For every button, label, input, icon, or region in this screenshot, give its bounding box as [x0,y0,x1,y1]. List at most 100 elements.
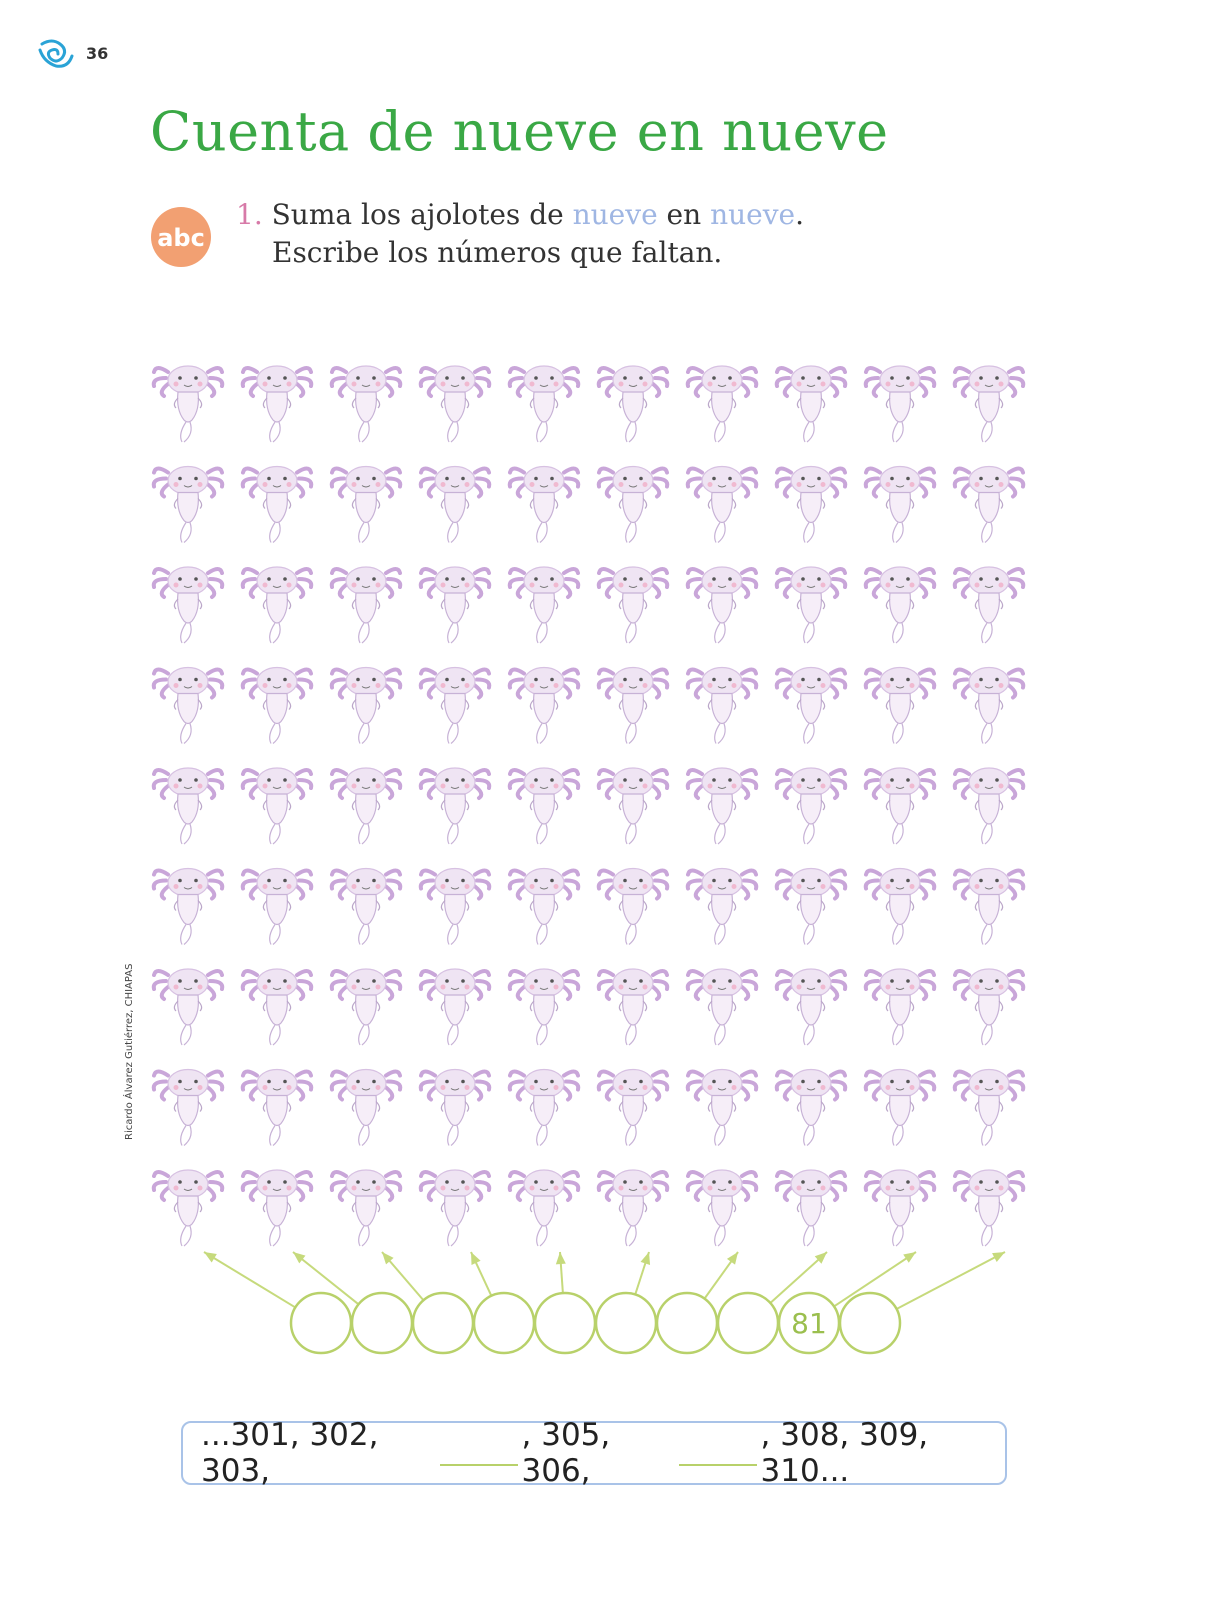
axolotl [418,665,492,746]
arrow-head [992,1252,1005,1263]
axolotl [329,1168,403,1248]
axolotl [863,967,937,1047]
axolotl [774,464,848,545]
axolotl [329,364,403,444]
axolotl [240,464,314,545]
axolotl [774,364,848,444]
sequence-blank-2[interactable] [679,1440,757,1466]
axolotl [151,665,225,746]
arrow-head [293,1252,306,1264]
axolotl [774,1067,848,1148]
arrow-line [896,1251,1006,1310]
sequence-part-3: , 308, 309, 310... [760,1417,929,1489]
axolotl [329,1067,403,1148]
axolotl [863,1067,937,1148]
axolotl [151,766,225,846]
axolotl [952,866,1026,947]
axolotl [863,565,937,645]
axolotl [774,766,848,846]
axolotl [329,665,403,746]
axolotl [329,967,403,1047]
instruction-text-2: en [666,198,702,231]
axolotl [685,866,759,947]
axolotl [863,1168,937,1248]
axolotl [685,464,759,545]
page-number: 36 [86,43,109,63]
axolotl [507,967,581,1047]
axolotl [596,1168,670,1248]
axolotl [596,364,670,444]
axolotl-grid: 81 [151,364,1026,1355]
axolotl [240,967,314,1047]
axolotl [151,1067,225,1148]
arrow-head [471,1252,481,1265]
axolotl [151,464,225,545]
answer-circle[interactable] [594,1291,658,1355]
axolotl [685,364,759,444]
number-sequence-box: ...301, 302, 303, , 305, 306, , 308, 309… [181,1417,1007,1489]
instruction: 1. Suma los ajolotes de nueve en nueve. … [236,196,804,272]
axolotl [863,464,937,545]
axolotl [240,866,314,947]
arrow-line [833,1251,917,1308]
arrow-line [292,1251,360,1306]
axolotl [240,565,314,645]
instruction-line-1: 1. Suma los ajolotes de nueve en nueve. [236,196,804,234]
abc-badge-icon: abc [151,207,211,267]
answer-circle[interactable] [289,1291,353,1355]
answer-circle[interactable] [533,1291,597,1355]
axolotl [685,1067,759,1148]
axolotl [329,565,403,645]
sequence-part-1: ...301, 302, 303, [201,1417,379,1489]
axolotl [507,866,581,947]
axolotl [596,464,670,545]
page-header: 36 [38,36,108,70]
sequence-blank-1[interactable] [440,1440,518,1466]
svg-text:abc: abc [157,224,205,252]
arrow-head [382,1252,394,1265]
axolotl [685,967,759,1047]
axolotl [774,565,848,645]
axolotl [151,364,225,444]
axolotl [774,967,848,1047]
axolotl [596,967,670,1047]
axolotl [329,866,403,947]
arrow-head [903,1252,916,1263]
arrow-head [814,1252,827,1264]
axolotl [952,665,1026,746]
axolotl [151,866,225,947]
answer-circle[interactable] [350,1291,414,1355]
axolotl [240,1067,314,1148]
arrow-head [555,1252,566,1265]
answer-circle[interactable] [472,1291,536,1355]
axolotl [952,364,1026,444]
axolotl [952,1067,1026,1148]
axolotl [240,766,314,846]
axolotl [329,766,403,846]
axolotl [685,665,759,746]
axolotl [507,364,581,444]
axolotl [418,364,492,444]
circle-label: 81 [791,1307,827,1340]
answer-circle[interactable] [655,1291,719,1355]
axolotl [507,565,581,645]
answer-circle[interactable] [716,1291,780,1355]
axolotl [774,1168,848,1248]
instruction-text-3: . [795,198,804,231]
answer-circle[interactable] [411,1291,475,1355]
highlight-word-2: nueve [710,198,796,231]
axolotl [952,1168,1026,1248]
axolotl [151,967,225,1047]
axolotl [596,565,670,645]
arrow-head [726,1252,738,1265]
axolotl [774,866,848,947]
axolotl [774,665,848,746]
axolotl [507,464,581,545]
sequence-part-2: , 305, 306, [521,1417,611,1489]
axolotl [952,766,1026,846]
arrow-head [204,1252,217,1263]
axolotl [240,1168,314,1248]
axolotl [418,1067,492,1148]
answer-circle[interactable] [838,1291,902,1355]
axolotl [507,1168,581,1248]
